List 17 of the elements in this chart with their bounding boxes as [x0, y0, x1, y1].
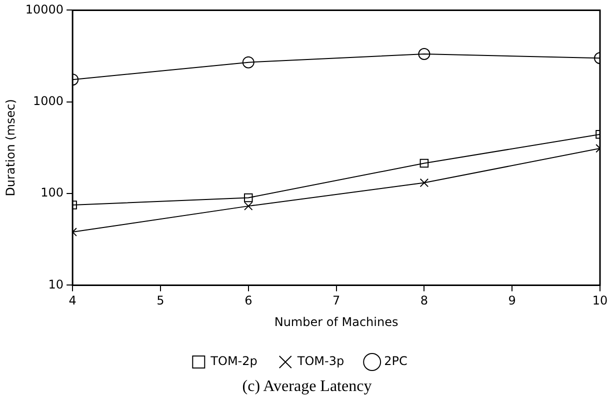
legend-label: TOM-2p: [210, 354, 258, 368]
legend-label: 2PC: [384, 354, 408, 368]
x-tick-label: 6: [244, 294, 252, 308]
y-tick-label: 10000: [25, 2, 64, 16]
x-tick-label: 7: [332, 294, 340, 308]
x-tick-label: 4: [68, 294, 76, 308]
y-axis-title: Duration (msec): [3, 99, 18, 196]
x-tick-label: 5: [156, 294, 164, 308]
y-tick-label: 10: [48, 277, 64, 292]
x-tick-label: 8: [420, 294, 428, 308]
x-tick-label: 10: [592, 294, 608, 308]
y-tick-label: 100: [40, 186, 64, 200]
text: (c) Average Latency: [241, 378, 373, 396]
y-tick-label: 1000: [33, 94, 64, 108]
legend-label: TOM-3p: [296, 354, 344, 368]
x-axis-title: Number of Machines: [274, 314, 398, 329]
x-tick-label: 9: [508, 294, 516, 308]
